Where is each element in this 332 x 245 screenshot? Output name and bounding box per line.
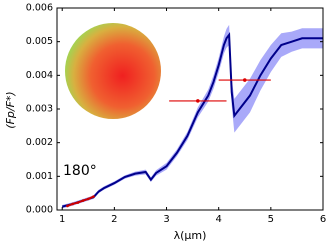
y-axis-label: (Fp/F*): [4, 91, 17, 128]
x-tick-label: 2: [111, 214, 117, 225]
error-point: [196, 99, 200, 103]
y-tick-label: 0.004: [26, 70, 53, 81]
observed-point: [92, 195, 95, 198]
model-line: [61, 32, 323, 208]
observed-points: [67, 195, 94, 207]
observed-point: [71, 202, 74, 206]
error-point: [242, 78, 247, 82]
y-tick-label: 0.002: [26, 137, 53, 148]
y-tick-label: 0.003: [26, 104, 53, 115]
x-tick-label: 1: [59, 214, 65, 225]
x-tick-label: 3: [163, 214, 169, 225]
observed-point: [76, 201, 80, 204]
x-tick-label: 5: [268, 214, 274, 225]
y-tick-label: 0.005: [26, 36, 53, 47]
observed-point: [66, 204, 69, 208]
observed-point: [81, 199, 85, 202]
x-tick-label: 6: [320, 214, 326, 225]
annotation: 180°: [63, 163, 97, 179]
y-tick-label: 0.006: [26, 3, 53, 14]
observed-point: [86, 197, 90, 201]
plot-area: [61, 24, 323, 209]
y-tick-label: 0.001: [26, 171, 53, 182]
y-tick-label: 0.000: [26, 205, 53, 216]
x-axis-label: λ(μm): [174, 229, 207, 242]
uncertainty-band: [62, 24, 323, 209]
planet-illustration: [65, 23, 161, 119]
x-tick-label: 4: [215, 214, 221, 225]
